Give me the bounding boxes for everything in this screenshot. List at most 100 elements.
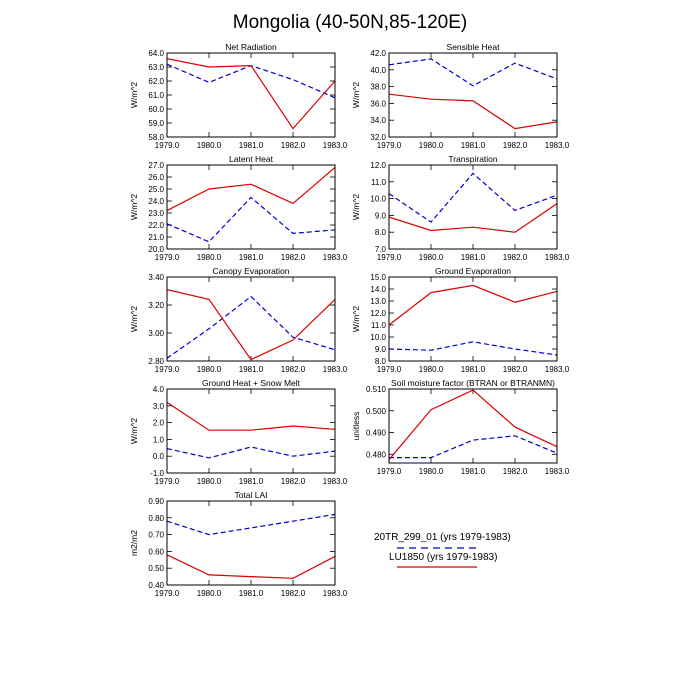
- x-tick-label: 1980.0: [419, 253, 444, 262]
- x-tick-label: 1979.0: [377, 141, 402, 150]
- panel-title: Ground Heat + Snow Melt: [202, 378, 301, 388]
- series-line-lu1850: [167, 554, 335, 579]
- panel-transpiration: Transpiration W/m^2 7.0 8.0 9.0 10.0 11.0 12.0 1…: [351, 154, 570, 262]
- plot-frame: [388, 164, 558, 250]
- y-axis-label: W/m^2: [351, 194, 361, 220]
- x-tick-label: 1982.0: [281, 365, 306, 374]
- x-tick-label: 1983.0: [323, 253, 348, 262]
- panel-total-lai: Total LAI m2/m2 0.40 0.50 0.60 0.70 0.80 0.90 19…: [129, 490, 348, 598]
- y-tick-label: 10.0: [370, 333, 386, 342]
- x-tick-label: 1980.0: [197, 589, 222, 598]
- y-tick-label: 12.0: [370, 309, 386, 318]
- y-tick-label: 7.0: [375, 245, 387, 254]
- panel-sensible-heat: Sensible Heat W/m^2 32.0 34.0 36.0 38.0 40.0 42…: [351, 42, 570, 150]
- x-tick-label: 1982.0: [281, 253, 306, 262]
- panel-net-radiation: Net Radiation W/m^2 58.0 59.0 60.0 61.0 62.0 63…: [129, 42, 348, 150]
- x-tick-label: 1980.0: [197, 141, 222, 150]
- y-tick-label: 21.0: [148, 233, 164, 242]
- y-tick-label: 64.0: [148, 49, 164, 58]
- panel-title: Sensible Heat: [447, 42, 501, 52]
- y-tick-label: 61.0: [148, 91, 164, 100]
- series-line-20tr-299-01: [389, 341, 557, 356]
- y-tick-label: 0.90: [148, 497, 164, 506]
- panel-title: Net Radiation: [225, 42, 277, 52]
- series-line-20tr-299-01: [389, 172, 557, 223]
- x-tick-label: 1983.0: [545, 467, 570, 476]
- y-axis-label: m2/m2: [129, 530, 139, 556]
- y-tick-label: 40.0: [370, 66, 386, 75]
- y-tick-label: 3.20: [148, 301, 164, 310]
- series-line-lu1850: [167, 58, 335, 130]
- y-tick-label: 0.50: [148, 564, 164, 573]
- series-line-20tr-299-01: [167, 446, 335, 459]
- y-tick-label: 9.0: [375, 345, 387, 354]
- x-tick-label: 1982.0: [281, 589, 306, 598]
- y-tick-label: 0.70: [148, 531, 164, 540]
- x-tick-label: 1980.0: [197, 365, 222, 374]
- y-tick-label: 0.480: [366, 450, 387, 459]
- series-line-lu1850: [167, 289, 335, 361]
- x-tick-label: 1983.0: [545, 141, 570, 150]
- y-tick-label: 4.0: [153, 385, 165, 394]
- y-tick-label: 58.0: [148, 133, 164, 142]
- x-tick-label: 1979.0: [377, 253, 402, 262]
- x-tick-label: 1983.0: [323, 365, 348, 374]
- x-tick-label: 1979.0: [155, 365, 180, 374]
- y-tick-label: 0.510: [366, 385, 387, 394]
- series-line-20tr-299-01: [389, 58, 557, 87]
- x-tick-label: 1981.0: [239, 365, 264, 374]
- series-line-lu1850: [167, 401, 335, 431]
- y-tick-label: 0.80: [148, 514, 164, 523]
- x-tick-label: 1980.0: [419, 467, 444, 476]
- y-tick-label: 0.490: [366, 429, 387, 438]
- x-tick-label: 1979.0: [155, 253, 180, 262]
- x-tick-label: 1980.0: [419, 141, 444, 150]
- x-tick-label: 1983.0: [323, 141, 348, 150]
- y-axis-label: W/m^2: [129, 306, 139, 332]
- x-tick-label: 1979.0: [377, 365, 402, 374]
- y-tick-label: 63.0: [148, 63, 164, 72]
- y-tick-label: 59.0: [148, 119, 164, 128]
- panel-title: Canopy Evaporation: [212, 266, 289, 276]
- plot-frame: [388, 276, 558, 362]
- x-tick-label: 1981.0: [461, 141, 486, 150]
- plot-frame: [166, 276, 336, 362]
- y-axis-label: unitless: [351, 412, 361, 441]
- x-tick-label: 1979.0: [155, 589, 180, 598]
- y-tick-label: -1.0: [150, 469, 164, 478]
- y-axis-label: W/m^2: [129, 418, 139, 444]
- figure-title: Mongolia (40-50N,85-120E): [233, 12, 467, 33]
- y-tick-label: 15.0: [370, 273, 386, 282]
- legend-label-lu1850: LU1850 (yrs 1979-1983): [389, 552, 497, 563]
- panel-soil-moisture-factor-btran-or-btranmn: Soil moisture factor (BTRAN or BTRANMN) u…: [351, 378, 570, 476]
- y-tick-label: 42.0: [370, 49, 386, 58]
- y-tick-label: 8.0: [375, 357, 387, 366]
- series-line-lu1850: [167, 166, 335, 212]
- legend-label-20tr: 20TR_299_01 (yrs 1979-1983): [374, 532, 511, 543]
- panel-title: Total LAI: [234, 490, 267, 500]
- y-tick-label: 14.0: [370, 285, 386, 294]
- panel-canopy-evaporation: Canopy Evaporation W/m^2 2.80 3.00 3.20 3.40 1…: [129, 266, 348, 374]
- x-tick-label: 1981.0: [239, 253, 264, 262]
- x-tick-label: 1981.0: [239, 589, 264, 598]
- y-tick-label: 2.80: [148, 357, 164, 366]
- panel-latent-heat: Latent Heat W/m^2 20.0 21.0 22.0 23.0 24.0 25.0…: [129, 154, 348, 262]
- y-tick-label: 36.0: [370, 99, 386, 108]
- series-line-20tr-299-01: [167, 513, 335, 536]
- x-tick-label: 1983.0: [545, 253, 570, 262]
- x-tick-label: 1979.0: [155, 141, 180, 150]
- y-tick-label: 2.0: [153, 419, 165, 428]
- x-tick-label: 1979.0: [155, 477, 180, 486]
- series-line-20tr-299-01: [167, 196, 335, 243]
- plot-frame: [166, 500, 336, 586]
- x-tick-label: 1982.0: [503, 141, 528, 150]
- series-line-20tr-299-01: [389, 435, 557, 459]
- x-tick-label: 1981.0: [239, 477, 264, 486]
- y-tick-label: 10.0: [370, 195, 386, 204]
- x-tick-label: 1982.0: [503, 467, 528, 476]
- y-tick-label: 3.00: [148, 329, 164, 338]
- y-tick-label: 60.0: [148, 105, 164, 114]
- y-tick-label: 3.0: [153, 402, 165, 411]
- x-tick-label: 1980.0: [419, 365, 444, 374]
